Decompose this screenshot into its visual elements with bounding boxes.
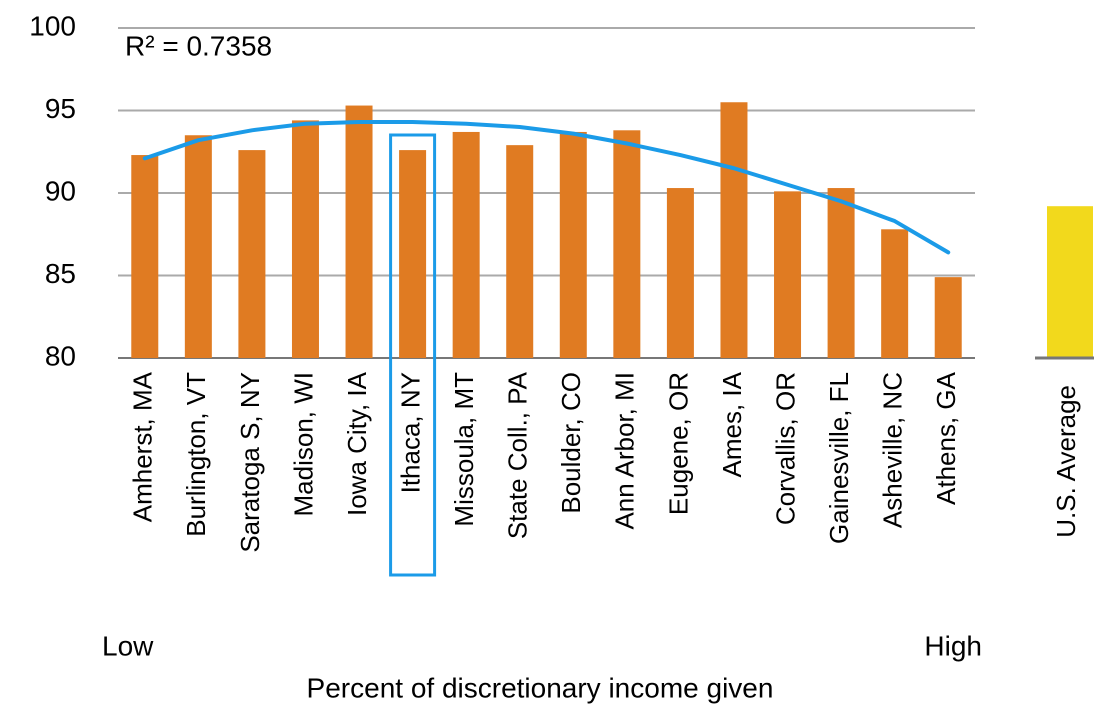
bar bbox=[452, 131, 480, 358]
x-tick-label: Ames, IA bbox=[717, 371, 747, 477]
reference-label: U.S. Average bbox=[1051, 385, 1081, 538]
x-tick-label: State Coll., PA bbox=[503, 371, 533, 539]
bar bbox=[238, 150, 266, 358]
bar bbox=[506, 145, 534, 358]
x-tick-label: Corvallis, OR bbox=[770, 372, 800, 525]
x-axis-label: Percent of discretionary income given bbox=[307, 672, 774, 703]
x-tick-label: Madison, WI bbox=[288, 372, 318, 517]
reference-bar bbox=[1047, 206, 1093, 358]
x-tick-label: Asheville, NC bbox=[878, 372, 908, 528]
bar bbox=[720, 102, 748, 358]
bar bbox=[881, 229, 909, 358]
y-tick-label: 80 bbox=[45, 340, 76, 371]
bar bbox=[666, 188, 694, 358]
x-low-label: Low bbox=[102, 630, 154, 661]
highlight-box bbox=[389, 133, 437, 577]
bar bbox=[184, 135, 212, 358]
y-tick-label: 90 bbox=[45, 175, 76, 206]
bar bbox=[131, 155, 159, 358]
bar bbox=[613, 130, 641, 358]
y-tick-label: 100 bbox=[29, 10, 76, 41]
y-tick-label: 85 bbox=[45, 258, 76, 289]
x-tick-label: Athens, GA bbox=[931, 371, 961, 505]
x-tick-label: Gainesville, FL bbox=[824, 372, 854, 544]
x-tick-label: Boulder, CO bbox=[556, 372, 586, 514]
x-tick-label: Ann Arbor, MI bbox=[610, 372, 640, 530]
x-high-label: High bbox=[924, 630, 982, 661]
y-tick-label: 95 bbox=[45, 93, 76, 124]
bar bbox=[345, 105, 373, 358]
bar bbox=[774, 191, 802, 358]
x-tick-label: Amherst, MA bbox=[128, 371, 158, 522]
x-tick-label: Ithaca, NY bbox=[395, 372, 425, 493]
x-tick-label: Missoula, MT bbox=[449, 372, 479, 527]
bar bbox=[399, 150, 427, 358]
bar bbox=[827, 188, 855, 358]
x-tick-label: Saratoga S, NY bbox=[235, 372, 265, 553]
r-squared: R² = 0.7358 bbox=[125, 30, 272, 61]
bar bbox=[291, 120, 319, 359]
x-tick-label: Iowa City, IA bbox=[342, 371, 372, 516]
bar bbox=[559, 131, 587, 358]
trendline bbox=[142, 120, 951, 255]
bar bbox=[934, 277, 962, 358]
x-tick-label: Eugene, OR bbox=[663, 372, 693, 515]
x-tick-label: Burlington, VT bbox=[181, 372, 211, 537]
